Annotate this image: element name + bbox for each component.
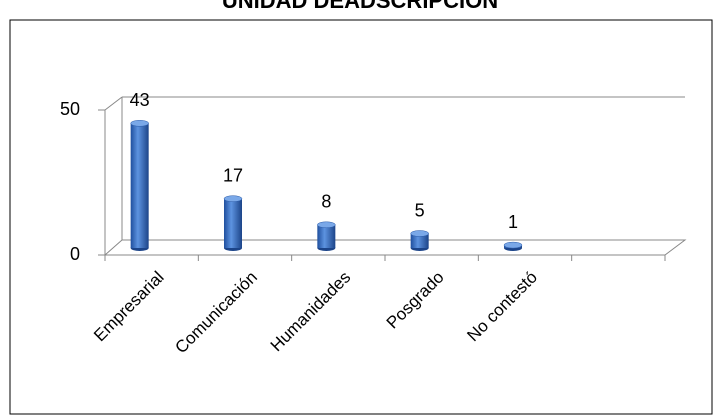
x-tick-label: Comunicación bbox=[171, 268, 261, 358]
chart-frame bbox=[9, 19, 713, 415]
x-tick-label: No contestó bbox=[463, 268, 541, 346]
x-tick-label: Empresarial bbox=[90, 268, 168, 346]
bar bbox=[130, 120, 149, 251]
data-label: 8 bbox=[321, 192, 331, 212]
data-label: 43 bbox=[130, 90, 150, 110]
data-label: 17 bbox=[223, 165, 243, 185]
data-label: 1 bbox=[508, 212, 518, 232]
data-label: 5 bbox=[415, 200, 425, 220]
bar bbox=[317, 221, 336, 251]
y-tick-label: 50 bbox=[60, 99, 80, 119]
x-tick-label: Posgrado bbox=[383, 268, 448, 333]
x-tick-label: Humanidades bbox=[267, 268, 355, 356]
chart-title: UNIDAD DEADSCRIPCIÓN bbox=[222, 0, 498, 13]
plot-walls bbox=[103, 96, 687, 256]
bar bbox=[503, 241, 523, 251]
bar bbox=[410, 230, 429, 251]
bar bbox=[223, 195, 243, 251]
y-tick-label: 0 bbox=[70, 244, 80, 264]
